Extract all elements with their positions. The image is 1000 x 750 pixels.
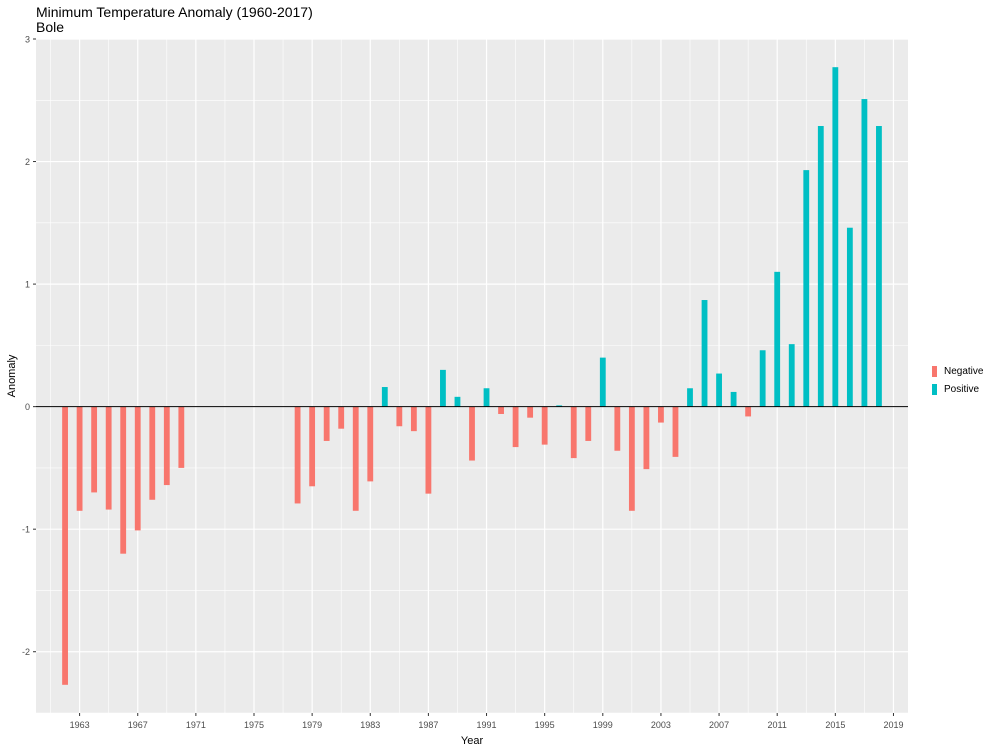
bar-negative bbox=[62, 406, 68, 685]
bar-negative bbox=[178, 406, 185, 468]
bar-negative bbox=[425, 406, 432, 494]
x-tick-label: 2019 bbox=[883, 720, 903, 730]
bar-negative bbox=[396, 406, 403, 427]
y-axis-title: Anomaly bbox=[6, 354, 18, 397]
x-tick-label: 1963 bbox=[70, 720, 90, 730]
bar-positive bbox=[803, 170, 810, 407]
bar-negative bbox=[134, 406, 141, 531]
legend-item-negative: Negative bbox=[930, 362, 983, 380]
bar-positive bbox=[556, 405, 563, 407]
x-tick-label: 1971 bbox=[186, 720, 206, 730]
bar-positive bbox=[687, 388, 693, 407]
bar-negative bbox=[163, 406, 170, 486]
bar-positive bbox=[759, 350, 766, 407]
legend-item-positive: Positive bbox=[930, 380, 983, 398]
chart-subtitle: Bole bbox=[36, 19, 65, 35]
y-tick-label: 2 bbox=[25, 157, 30, 167]
y-tick-label: 1 bbox=[25, 280, 30, 290]
y-tick-label: -1 bbox=[22, 525, 30, 535]
legend-key-negative bbox=[932, 365, 937, 377]
bar-positive bbox=[832, 67, 839, 407]
bar-negative bbox=[498, 406, 504, 414]
legend-label-negative: Negative bbox=[944, 365, 984, 377]
bar-negative bbox=[338, 406, 345, 429]
bar-positive bbox=[846, 227, 853, 407]
bar-negative bbox=[410, 406, 417, 432]
bar-positive bbox=[730, 391, 737, 407]
x-tick-label: 1983 bbox=[360, 720, 380, 730]
bar-positive bbox=[861, 99, 868, 407]
x-tick-label: 2011 bbox=[768, 720, 787, 730]
bar-positive bbox=[788, 344, 795, 407]
y-tick-label: 3 bbox=[25, 35, 30, 45]
bar-positive bbox=[440, 369, 446, 407]
chart-title: Minimum Temperature Anomaly (1960-2017) bbox=[36, 4, 313, 20]
bar-negative bbox=[469, 406, 475, 461]
bar-negative bbox=[570, 406, 577, 459]
bar-negative bbox=[367, 406, 374, 482]
x-tick-label: 2003 bbox=[651, 720, 671, 730]
bar-negative bbox=[309, 406, 316, 487]
bar-negative bbox=[658, 406, 664, 423]
bar-positive bbox=[483, 388, 490, 407]
bar-positive bbox=[876, 126, 882, 407]
bar-negative bbox=[352, 406, 359, 511]
bar-negative bbox=[512, 406, 519, 448]
bar-negative bbox=[120, 406, 127, 554]
bar-positive bbox=[454, 396, 461, 407]
bar-negative bbox=[91, 406, 98, 493]
bar-positive bbox=[817, 126, 824, 407]
x-axis-title: Year bbox=[461, 735, 484, 747]
bar-negative bbox=[643, 406, 650, 470]
x-tick-label: 1999 bbox=[593, 720, 613, 730]
bar-negative bbox=[76, 406, 83, 511]
bar-negative bbox=[294, 406, 301, 504]
x-tick-label: 1995 bbox=[535, 720, 555, 730]
bar-negative bbox=[672, 406, 679, 457]
bar-positive bbox=[701, 300, 708, 407]
bar-positive bbox=[599, 357, 606, 407]
bar-negative bbox=[527, 406, 534, 418]
bar-positive bbox=[381, 387, 388, 407]
bar-negative bbox=[105, 406, 112, 510]
bar-negative bbox=[585, 406, 592, 441]
x-tick-label: 1967 bbox=[128, 720, 148, 730]
y-tick-label: -2 bbox=[22, 647, 30, 657]
bar-positive bbox=[774, 271, 781, 407]
bar-negative bbox=[323, 406, 330, 441]
x-tick-label: 1991 bbox=[477, 720, 497, 730]
bar-negative bbox=[628, 406, 635, 511]
bar-negative bbox=[745, 406, 752, 417]
y-tick-label: 0 bbox=[25, 402, 30, 412]
x-tick-label: 1979 bbox=[302, 720, 322, 730]
bar-negative bbox=[614, 406, 621, 451]
x-tick-label: 2007 bbox=[709, 720, 729, 730]
bar-positive bbox=[716, 373, 722, 407]
x-tick-label: 1987 bbox=[418, 720, 438, 730]
x-tick-label: 1975 bbox=[244, 720, 264, 730]
legend-key-positive bbox=[932, 383, 937, 395]
bar-negative bbox=[149, 406, 156, 500]
legend: Negative Positive bbox=[930, 362, 983, 398]
bar-negative bbox=[541, 406, 548, 445]
legend-label-positive: Positive bbox=[944, 383, 980, 395]
x-tick-label: 2015 bbox=[825, 720, 845, 730]
